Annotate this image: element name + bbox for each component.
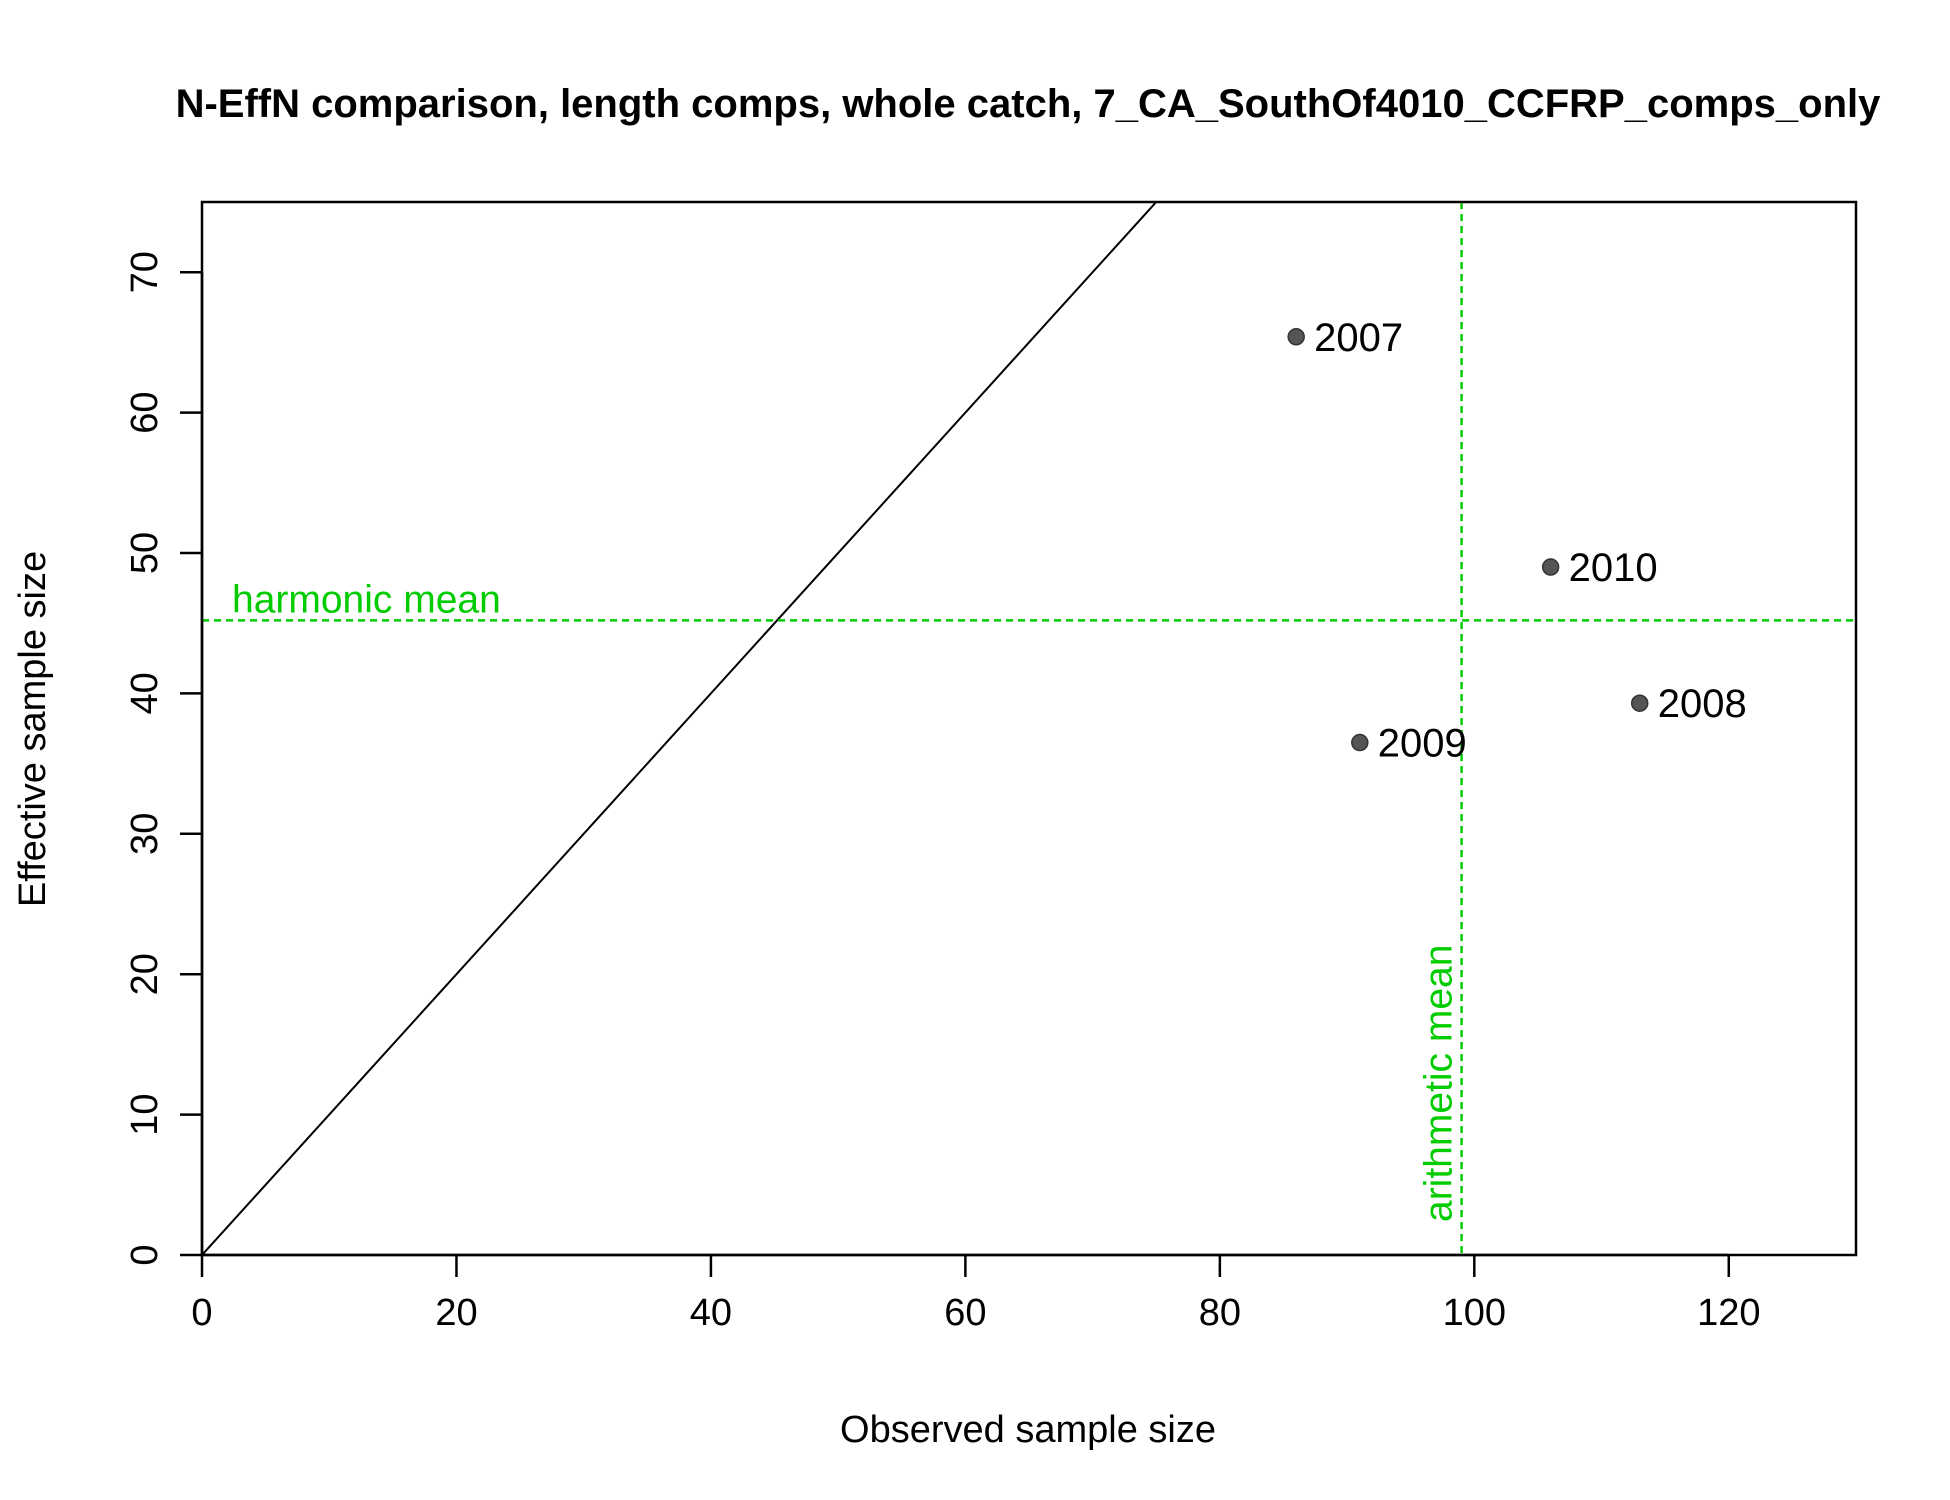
x-axis: 0 20 40 60 80 100 120 <box>191 1253 1760 1334</box>
point-label-2010: 2010 <box>1569 546 1658 590</box>
x-tick-label: 80 <box>1199 1292 1241 1334</box>
y-tick-label: 10 <box>124 1093 166 1135</box>
point-label-2009: 2009 <box>1378 722 1467 766</box>
y-tick-label: 0 <box>124 1244 166 1265</box>
plot-frame <box>200 200 1858 1257</box>
x-tick-label: 20 <box>435 1292 477 1334</box>
y-tick-label: 30 <box>124 813 166 855</box>
x-tick-label: 0 <box>191 1292 212 1334</box>
data-point-2007 <box>1287 328 1305 346</box>
x-tick-label: 40 <box>690 1292 732 1334</box>
x-tick-label: 120 <box>1697 1292 1760 1334</box>
x-axis-label: Observed sample size <box>840 1409 1216 1451</box>
point-label-2008: 2008 <box>1658 682 1747 726</box>
y-tick-label: 70 <box>124 251 166 293</box>
y-tick-label: 40 <box>124 672 166 714</box>
data-points: 2007 2008 2009 2010 <box>1287 316 1747 766</box>
identity-line <box>202 202 1157 1255</box>
x-tick-label: 60 <box>944 1292 986 1334</box>
data-point-2008 <box>1630 694 1649 712</box>
y-axis-label: Effective sample size <box>12 551 54 907</box>
harmonic-mean-label: harmonic mean <box>232 578 501 621</box>
y-tick-label: 20 <box>124 953 166 995</box>
x-tick-label: 100 <box>1443 1292 1506 1334</box>
y-tick-label: 60 <box>124 391 166 433</box>
arithmetic-mean-label: arithmetic mean <box>1418 945 1461 1222</box>
point-label-2007: 2007 <box>1314 316 1403 360</box>
data-point-2009 <box>1351 733 1369 752</box>
chart-title: N-EffN comparison, length comps, whole c… <box>176 82 1882 126</box>
plot-area <box>202 202 1856 1255</box>
y-axis: 0 10 20 30 40 50 60 70 <box>124 251 204 1266</box>
y-tick-label: 50 <box>124 532 166 574</box>
data-point-2010 <box>1541 558 1560 576</box>
